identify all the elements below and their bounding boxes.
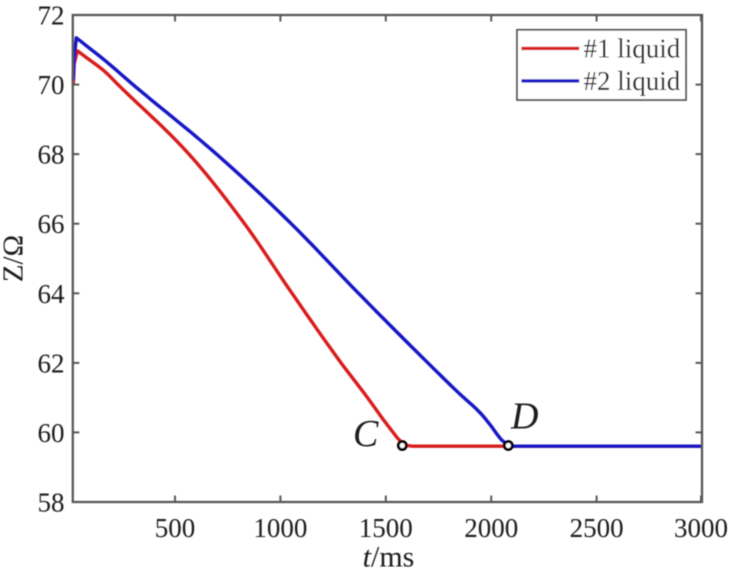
svg-text:66: 66 xyxy=(38,209,65,239)
svg-text:#1 liquid: #1 liquid xyxy=(584,34,681,64)
svg-text:D: D xyxy=(510,396,538,438)
svg-text:68: 68 xyxy=(38,140,65,170)
svg-text:500: 500 xyxy=(155,513,196,543)
svg-text:C: C xyxy=(353,413,379,455)
svg-text:2000: 2000 xyxy=(464,513,518,543)
svg-text:60: 60 xyxy=(38,418,65,448)
svg-text:1500: 1500 xyxy=(359,513,413,543)
svg-text:70: 70 xyxy=(38,70,65,100)
svg-text:64: 64 xyxy=(38,279,66,309)
svg-text:1000: 1000 xyxy=(253,513,307,543)
svg-text:2500: 2500 xyxy=(570,513,624,543)
svg-text:Z/Ω: Z/Ω xyxy=(0,235,30,282)
svg-text:58: 58 xyxy=(38,488,65,518)
svg-text:72: 72 xyxy=(38,1,65,31)
svg-text:62: 62 xyxy=(38,348,65,378)
svg-text:t/ms: t/ms xyxy=(363,541,415,574)
svg-text:3000: 3000 xyxy=(674,513,728,543)
svg-text:#2 liquid: #2 liquid xyxy=(584,66,681,96)
